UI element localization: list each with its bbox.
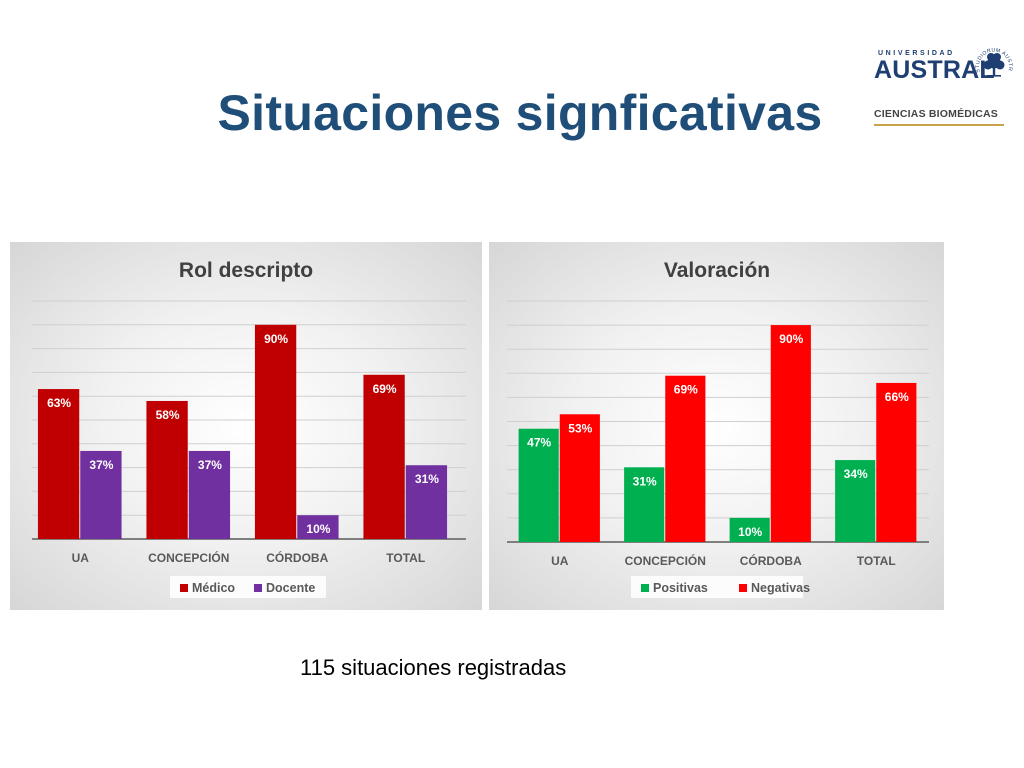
valoracion-legend-label-positivas: Positivas bbox=[653, 581, 708, 595]
chart-rol-descripto-plot: Rol descripto 63% 37% UA 58% 37% CONCEPCIÓN 90%… bbox=[32, 259, 466, 598]
valoracion-data-label: 47% bbox=[527, 436, 551, 450]
valoracion-category-label: CONCEPCIÓN bbox=[625, 553, 706, 568]
logo-name: AUSTRAL bbox=[874, 56, 995, 84]
valoracion-data-label: 31% bbox=[633, 474, 657, 488]
rol-descripto-bar-medico-concepcion bbox=[146, 400, 188, 539]
valoracion-bar-positivas-ua bbox=[518, 428, 559, 542]
valoracion-legend: Positivas Negativas bbox=[631, 576, 810, 598]
valoracion-bar-positivas-concepcion bbox=[624, 467, 665, 542]
valoracion-data-label: 90% bbox=[779, 332, 803, 346]
logo-small-text: UNIVERSIDAD bbox=[878, 50, 955, 57]
rol-descripto-data-label: 58% bbox=[156, 408, 180, 422]
rol-descripto-category-label: TOTAL bbox=[386, 551, 425, 565]
valoracion-bar-negativas-total bbox=[876, 382, 917, 542]
rol-descripto-data-label: 10% bbox=[306, 522, 330, 536]
rol-descripto-bar-docente-concepcion bbox=[188, 450, 231, 539]
valoracion-bar-negativas-ua bbox=[559, 414, 600, 542]
rol-descripto-legend-label-medico: Médico bbox=[192, 581, 235, 595]
rol-descripto-legend-swatch-medico bbox=[180, 584, 188, 592]
valoracion-bar-positivas-total bbox=[835, 460, 876, 542]
rol-descripto-bar-docente-cordoba bbox=[297, 515, 339, 539]
rol-descripto-bar-medico-total bbox=[363, 374, 405, 539]
rol-descripto-bar-docente-total bbox=[405, 465, 448, 539]
valoracion-legend-swatch-negativas bbox=[739, 584, 747, 592]
valoracion-title: Valoración bbox=[664, 259, 770, 282]
slide-title: Situaciones signficativas bbox=[217, 85, 823, 141]
rol-descripto-category-label: CÓRDOBA bbox=[266, 550, 328, 565]
rol-descripto-bar-docente-ua bbox=[80, 450, 122, 539]
rol-descripto-data-label: 63% bbox=[47, 396, 71, 410]
chart-rol-descripto: Rol descripto 63% 37% UA 58% 37% CONCEPCIÓN 90%… bbox=[10, 242, 482, 610]
logo-faculty: CIENCIAS BIOMÉDICAS bbox=[874, 108, 998, 120]
valoracion-data-label: 10% bbox=[738, 525, 762, 539]
rol-descripto-data-label: 31% bbox=[415, 472, 439, 486]
rol-descripto-bar-medico-ua bbox=[37, 389, 80, 539]
valoracion-bar-negativas-cordoba bbox=[770, 325, 811, 542]
rol-descripto-data-label: 37% bbox=[89, 458, 113, 472]
rol-descripto-category-label: CONCEPCIÓN bbox=[148, 550, 229, 565]
footnote: 115 situaciones registradas bbox=[300, 655, 567, 680]
valoracion-data-label: 34% bbox=[844, 467, 868, 481]
rol-descripto-bar-medico-cordoba bbox=[254, 324, 297, 539]
valoracion-data-label: 69% bbox=[674, 383, 698, 397]
valoracion-category-label: CÓRDOBA bbox=[740, 553, 802, 568]
valoracion-legend-swatch-positivas bbox=[641, 584, 649, 592]
valoracion-bar-negativas-concepcion bbox=[665, 375, 706, 542]
rol-descripto-title: Rol descripto bbox=[179, 259, 313, 282]
valoracion-category-label: UA bbox=[551, 554, 569, 568]
rol-descripto-data-label: 69% bbox=[373, 382, 397, 396]
valoracion-legend-label-negativas: Negativas bbox=[751, 581, 810, 595]
valoracion-data-label: 53% bbox=[568, 421, 592, 435]
rol-descripto-legend-label-docente: Docente bbox=[266, 581, 315, 595]
logo-divider bbox=[874, 124, 1004, 126]
chart-valoracion: Valoración 47% 53% UA 31% 69% CONCEPCIÓN 10% 90%… bbox=[489, 242, 944, 610]
rol-descripto-data-label: 90% bbox=[264, 332, 288, 346]
chart-valoracion-plot: Valoración 47% 53% UA 31% 69% CONCEPCIÓN 10% 90%… bbox=[507, 259, 929, 598]
rol-descripto-legend-swatch-docente bbox=[254, 584, 262, 592]
valoracion-bar-positivas-cordoba bbox=[729, 517, 770, 542]
rol-descripto-category-label: UA bbox=[72, 551, 90, 565]
rol-descripto-data-label: 37% bbox=[198, 458, 222, 472]
university-logo: UNIVERSIDAD AUSTRAL STUDIORUM AUSTRALIS … bbox=[872, 32, 1013, 132]
valoracion-category-label: TOTAL bbox=[857, 554, 896, 568]
valoracion-data-label: 66% bbox=[885, 390, 909, 404]
rol-descripto-legend: Médico Docente bbox=[170, 576, 326, 598]
crest-icon: STUDIORUM AUSTRALIS UNIVERSITATIS bbox=[974, 32, 1013, 77]
